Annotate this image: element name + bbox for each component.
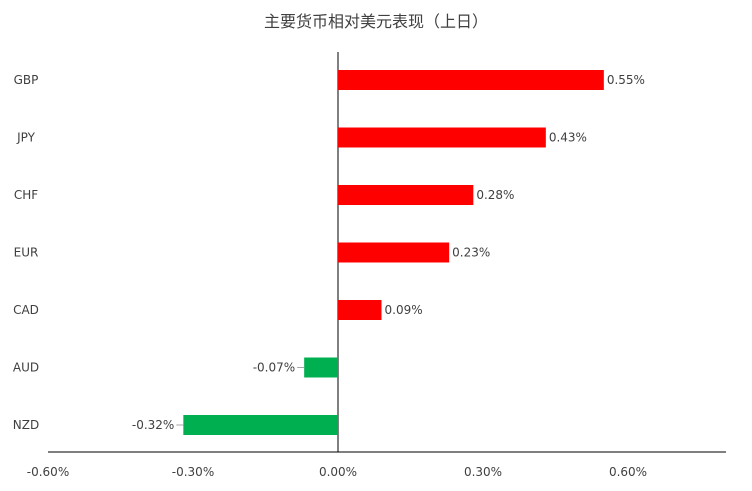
x-tick-label: -0.30% <box>172 465 214 479</box>
data-label: -0.07% <box>253 361 295 375</box>
x-tick-label: 0.60% <box>609 465 647 479</box>
bar <box>338 70 604 90</box>
bar <box>338 185 474 205</box>
bar <box>338 242 450 263</box>
category-label: EUR <box>14 246 39 260</box>
x-tick-label: 0.00% <box>319 465 357 479</box>
chart-title: 主要货币相对美元表现（上日） <box>263 12 488 31</box>
category-label: AUD <box>13 361 39 375</box>
data-label: 0.43% <box>549 131 587 145</box>
category-label: CHF <box>14 188 38 202</box>
category-label: JPY <box>16 131 36 145</box>
x-tick-label: 0.30% <box>464 465 502 479</box>
bar <box>338 127 546 148</box>
category-label: GBP <box>14 73 39 87</box>
x-tick-label: -0.60% <box>27 465 69 479</box>
category-label: CAD <box>13 303 39 317</box>
data-label: 0.55% <box>607 73 645 87</box>
data-label: 0.23% <box>452 246 490 260</box>
bar <box>183 415 338 435</box>
category-label: NZD <box>13 418 39 432</box>
bar <box>304 357 338 378</box>
data-label: 0.28% <box>476 188 514 202</box>
data-label: -0.32% <box>132 418 174 432</box>
data-label: 0.09% <box>385 303 423 317</box>
bar <box>338 300 382 320</box>
